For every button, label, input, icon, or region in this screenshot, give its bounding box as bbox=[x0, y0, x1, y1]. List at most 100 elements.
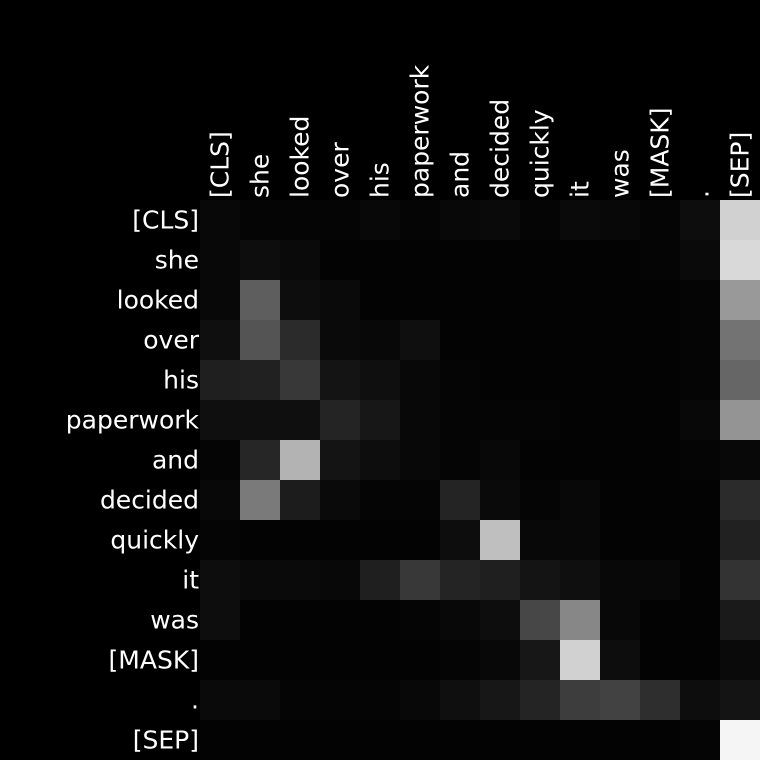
heatmap-cell-r5-c11 bbox=[640, 400, 680, 440]
heatmap-cell-r8-c1 bbox=[240, 520, 280, 560]
heatmap-cell-r2-c4 bbox=[360, 280, 400, 320]
heatmap-cell-r12-c9 bbox=[560, 680, 600, 720]
heatmap-cell-r5-c5 bbox=[400, 400, 440, 440]
heatmap-cell-r11-c5 bbox=[400, 640, 440, 680]
x-tick-label: over bbox=[326, 142, 355, 198]
heatmap-cell-r12-c2 bbox=[280, 680, 320, 720]
heatmap-cell-r8-c12 bbox=[680, 520, 720, 560]
heatmap-cell-r4-c7 bbox=[480, 360, 520, 400]
heatmap-cell-r5-c6 bbox=[440, 400, 480, 440]
heatmap-cell-r0-c5 bbox=[400, 200, 440, 240]
heatmap-cell-r1-c8 bbox=[520, 240, 560, 280]
heatmap-cell-r11-c11 bbox=[640, 640, 680, 680]
heatmap-cell-r6-c7 bbox=[480, 440, 520, 480]
heatmap-cell-r4-c5 bbox=[400, 360, 440, 400]
heatmap-cell-r1-c4 bbox=[360, 240, 400, 280]
heatmap-cell-r1-c7 bbox=[480, 240, 520, 280]
heatmap-cell-r1-c0 bbox=[200, 240, 240, 280]
heatmap-cell-r8-c9 bbox=[560, 520, 600, 560]
heatmap-cell-r3-c2 bbox=[280, 320, 320, 360]
heatmap-cell-r12-c4 bbox=[360, 680, 400, 720]
heatmap-cell-r7-c3 bbox=[320, 480, 360, 520]
heatmap-cell-r3-c10 bbox=[600, 320, 640, 360]
heatmap-cell-r5-c12 bbox=[680, 400, 720, 440]
heatmap-cell-r3-c6 bbox=[440, 320, 480, 360]
y-tick-label: . bbox=[191, 686, 199, 715]
heatmap-cell-r6-c10 bbox=[600, 440, 640, 480]
x-tick-label: it bbox=[566, 181, 595, 198]
heatmap-cell-r10-c11 bbox=[640, 600, 680, 640]
heatmap-cell-r12-c7 bbox=[480, 680, 520, 720]
heatmap-cell-r3-c13 bbox=[720, 320, 760, 360]
x-tick-label: [CLS] bbox=[206, 131, 235, 198]
heatmap-cell-r10-c1 bbox=[240, 600, 280, 640]
heatmap-cell-r8-c4 bbox=[360, 520, 400, 560]
heatmap-cell-r5-c7 bbox=[480, 400, 520, 440]
heatmap-cell-r7-c10 bbox=[600, 480, 640, 520]
heatmap-cell-r7-c0 bbox=[200, 480, 240, 520]
x-tick-label: and bbox=[446, 151, 475, 198]
heatmap-cell-r8-c2 bbox=[280, 520, 320, 560]
heatmap-cell-r12-c13 bbox=[720, 680, 760, 720]
heatmap-cell-r3-c7 bbox=[480, 320, 520, 360]
heatmap-cell-r0-c4 bbox=[360, 200, 400, 240]
heatmap-cell-r8-c13 bbox=[720, 520, 760, 560]
y-axis-tick-labels: [CLS] she looked over his paperwork and decided… bbox=[66, 206, 200, 755]
heatmap-cell-r0-c7 bbox=[480, 200, 520, 240]
heatmap-cell-r12-c6 bbox=[440, 680, 480, 720]
heatmap-cell-r2-c7 bbox=[480, 280, 520, 320]
heatmap-cell-r7-c4 bbox=[360, 480, 400, 520]
x-tick-label: she bbox=[246, 154, 275, 198]
heatmap-cell-r10-c8 bbox=[520, 600, 560, 640]
heatmap-cell-r3-c3 bbox=[320, 320, 360, 360]
heatmap-cell-r3-c12 bbox=[680, 320, 720, 360]
heatmap-cell-r9-c10 bbox=[600, 560, 640, 600]
heatmap-cell-r1-c12 bbox=[680, 240, 720, 280]
heatmap-cell-r3-c0 bbox=[200, 320, 240, 360]
heatmap-cell-r9-c2 bbox=[280, 560, 320, 600]
heatmap-cell-r6-c4 bbox=[360, 440, 400, 480]
heatmap-cell-r9-c4 bbox=[360, 560, 400, 600]
heatmap-cell-r3-c8 bbox=[520, 320, 560, 360]
heatmap-cell-r11-c1 bbox=[240, 640, 280, 680]
heatmap-cell-r2-c0 bbox=[200, 280, 240, 320]
heatmap-cell-r2-c6 bbox=[440, 280, 480, 320]
heatmap-cell-r4-c13 bbox=[720, 360, 760, 400]
heatmap-cell-r5-c10 bbox=[600, 400, 640, 440]
y-tick-label: was bbox=[150, 606, 199, 635]
heatmap-cell-r9-c3 bbox=[320, 560, 360, 600]
heatmap-cell-r13-c2 bbox=[280, 720, 320, 760]
heatmap-cell-r9-c12 bbox=[680, 560, 720, 600]
heatmap-cell-r11-c3 bbox=[320, 640, 360, 680]
heatmap-cell-r0-c1 bbox=[240, 200, 280, 240]
x-tick-label: his bbox=[366, 162, 395, 198]
heatmap-cell-r3-c4 bbox=[360, 320, 400, 360]
x-tick-label: [SEP] bbox=[726, 132, 755, 198]
heatmap-cell-r2-c11 bbox=[640, 280, 680, 320]
heatmap-cell-r7-c1 bbox=[240, 480, 280, 520]
heatmap-cell-r4-c6 bbox=[440, 360, 480, 400]
heatmap-cell-r8-c3 bbox=[320, 520, 360, 560]
heatmap-cell-r11-c7 bbox=[480, 640, 520, 680]
heatmap-cell-r5-c1 bbox=[240, 400, 280, 440]
heatmap-cell-r7-c9 bbox=[560, 480, 600, 520]
heatmap-cell-r2-c1 bbox=[240, 280, 280, 320]
y-tick-label: [MASK] bbox=[109, 646, 199, 675]
heatmap-cell-r2-c2 bbox=[280, 280, 320, 320]
heatmap-cells bbox=[200, 200, 760, 760]
heatmap-cell-r13-c6 bbox=[440, 720, 480, 760]
heatmap-cell-r9-c11 bbox=[640, 560, 680, 600]
heatmap-cell-r5-c4 bbox=[360, 400, 400, 440]
heatmap-cell-r3-c1 bbox=[240, 320, 280, 360]
heatmap-cell-r4-c0 bbox=[200, 360, 240, 400]
heatmap-cell-r8-c5 bbox=[400, 520, 440, 560]
heatmap-cell-r11-c10 bbox=[600, 640, 640, 680]
heatmap-cell-r13-c4 bbox=[360, 720, 400, 760]
heatmap-cell-r13-c8 bbox=[520, 720, 560, 760]
heatmap-cell-r8-c8 bbox=[520, 520, 560, 560]
heatmap-cell-r11-c0 bbox=[200, 640, 240, 680]
heatmap-cell-r0-c8 bbox=[520, 200, 560, 240]
heatmap-cell-r6-c8 bbox=[520, 440, 560, 480]
heatmap-cell-r1-c3 bbox=[320, 240, 360, 280]
